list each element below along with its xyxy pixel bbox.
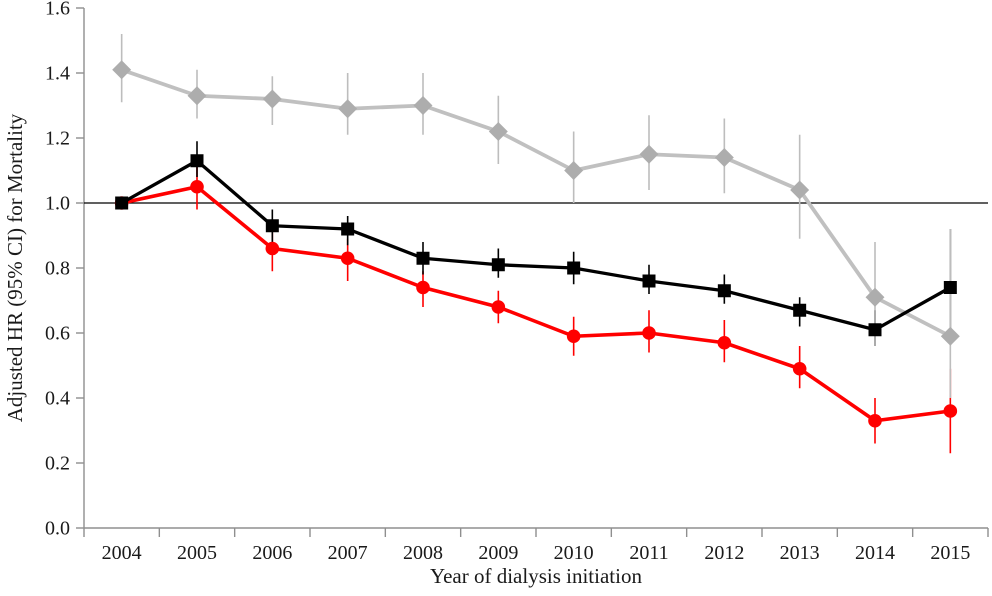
series-layer <box>112 60 960 428</box>
marker-red-circle-series-2015 <box>943 404 958 418</box>
marker-gray-diamond-series-2012 <box>714 148 734 167</box>
marker-red-circle-series-2009 <box>491 300 506 314</box>
tick-labels-layer: 0.0 0.2 0.4 0.6 0.8 1.0 1.2 1.4 1.6 2004 2005 2006 2… <box>45 0 970 564</box>
axes-layer <box>76 7 989 537</box>
marker-black-square-series-2006 <box>265 219 279 233</box>
x-tick-label-2012: 2012 <box>704 542 744 564</box>
y-tick-label-1.4: 1.4 <box>45 63 70 85</box>
y-tick-label-0.6: 0.6 <box>45 323 70 345</box>
marker-black-square-series-2008 <box>416 251 430 265</box>
y-tick-label-0.0: 0.0 <box>45 518 70 540</box>
marker-gray-diamond-series-2005 <box>187 86 207 106</box>
x-tick-label-2005: 2005 <box>177 542 217 564</box>
x-tick-label-2015: 2015 <box>930 542 970 564</box>
y-axis-title: Adjusted HR (95% CI) for Mortality <box>3 113 27 422</box>
line-red-circle-series <box>121 184 951 423</box>
y-tick-label-1.0: 1.0 <box>45 193 70 215</box>
x-tick-label-2009: 2009 <box>478 542 518 564</box>
line-gray-diamond-series <box>121 67 952 338</box>
marker-red-circle-series-2006 <box>265 241 280 256</box>
x-tick-label-2014: 2014 <box>855 542 895 564</box>
marker-black-square-series-2015 <box>943 281 957 294</box>
marker-black-square-series-2005 <box>190 154 204 168</box>
marker-red-circle-series-2005 <box>190 179 204 194</box>
x-axis-title: Year of dialysis initiation <box>430 564 642 588</box>
x-tick-label-2010: 2010 <box>554 542 594 564</box>
marker-gray-diamond-series-2011 <box>639 144 659 164</box>
marker-red-circle-series-2010 <box>566 329 581 344</box>
marker-black-square-series-2012 <box>717 284 731 298</box>
marker-gray-diamond-series-2010 <box>564 161 584 180</box>
marker-red-circle-series-2007 <box>340 251 355 266</box>
marker-black-square-series-2009 <box>491 258 505 272</box>
marker-black-square-series-2004 <box>115 196 129 210</box>
line-black-square-series <box>120 159 952 332</box>
marker-gray-diamond-series-2015 <box>940 326 960 346</box>
marker-red-circle-series-2008 <box>416 280 430 295</box>
marker-gray-diamond-series-2009 <box>488 122 508 141</box>
x-tick-label-2011: 2011 <box>629 542 668 564</box>
x-tick-label-2013: 2013 <box>780 542 820 564</box>
y-tick-label-0.4: 0.4 <box>45 388 70 410</box>
marker-red-circle-series-2012 <box>717 335 732 350</box>
y-tick-label-1.2: 1.2 <box>45 128 70 150</box>
marker-gray-diamond-series-2014 <box>865 287 885 307</box>
x-tick-label-2004: 2004 <box>102 542 142 564</box>
y-tick-label-0.8: 0.8 <box>45 258 70 280</box>
y-tick-label-0.2: 0.2 <box>45 453 70 475</box>
marker-gray-diamond-series-2006 <box>262 89 282 109</box>
marker-gray-diamond-series-2007 <box>338 99 358 119</box>
marker-gray-diamond-series-2008 <box>413 96 433 115</box>
marker-black-square-series-2011 <box>642 274 656 288</box>
marker-black-square-series-2010 <box>567 261 581 275</box>
marker-black-square-series-2007 <box>341 222 355 236</box>
y-tick-label-1.6: 1.6 <box>45 0 70 20</box>
marker-gray-diamond-series-2013 <box>790 180 810 200</box>
marker-black-square-series-2013 <box>793 303 807 317</box>
marker-gray-diamond-series-2004 <box>112 60 132 80</box>
x-tick-label-2008: 2008 <box>403 542 443 564</box>
marker-black-square-series-2014 <box>868 323 882 337</box>
x-tick-label-2007: 2007 <box>328 542 368 564</box>
marker-red-circle-series-2014 <box>868 413 882 428</box>
marker-red-circle-series-2013 <box>792 361 807 376</box>
x-tick-label-2006: 2006 <box>252 542 292 564</box>
marker-red-circle-series-2011 <box>642 326 656 340</box>
